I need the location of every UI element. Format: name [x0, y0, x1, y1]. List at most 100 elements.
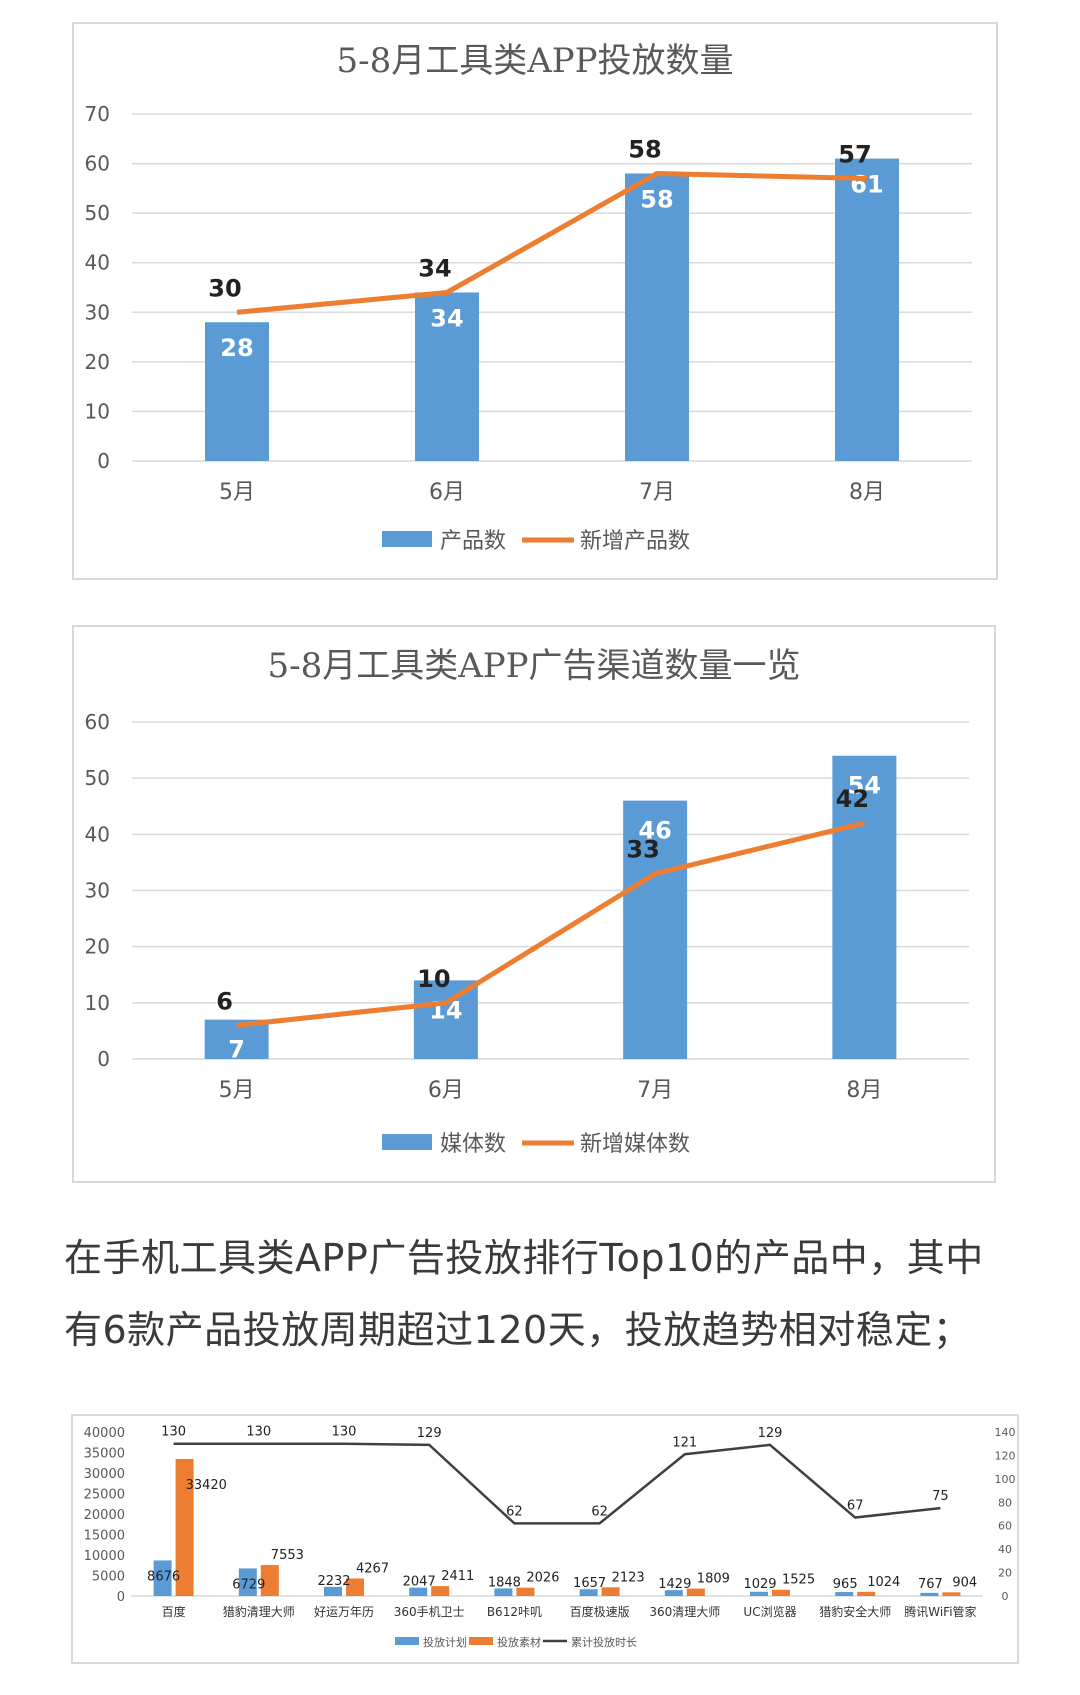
x-tick-label: UC浏览器 — [743, 1604, 796, 1619]
x-tick-label: 5月 — [219, 480, 255, 505]
caption-text: 在手机工具类APP广告投放排行Top10的产品中，其中 有6款产品投放周期超过1… — [64, 1222, 1024, 1366]
bar-material — [260, 1565, 279, 1596]
chart-product-count: 5-8月工具类APP投放数量 0 10 20 30 40 50 60 70 28 5月 34 6月 58 7… — [72, 22, 998, 580]
bar-plan — [324, 1586, 342, 1596]
line-value-label: 129 — [417, 1426, 442, 1441]
bar-material — [601, 1587, 620, 1596]
y-tick-label: 50 — [85, 766, 110, 790]
bar-plan — [494, 1588, 513, 1596]
bar — [623, 800, 688, 1059]
line-value-label: 121 — [672, 1435, 697, 1450]
y-tick-label: 0 — [97, 1047, 110, 1071]
legend-plan-swatch — [395, 1637, 419, 1645]
y-tick-label: 20000 — [84, 1508, 125, 1523]
bar-plan — [664, 1590, 683, 1596]
y2-tick-label: 80 — [998, 1496, 1012, 1509]
line-value-label: 10 — [417, 965, 450, 993]
x-tick-label: 7月 — [637, 1078, 673, 1103]
y-tick-label: 40 — [85, 822, 110, 846]
chart-title: 5-8月工具类APP广告渠道数量一览 — [267, 646, 800, 686]
line-value-label: 129 — [758, 1426, 783, 1441]
x-tick-label: 好运万年历 — [314, 1605, 374, 1619]
x-tick-label: 腾讯WiFi管家 — [904, 1604, 976, 1619]
bar — [204, 1019, 269, 1059]
bar-value-label: 7553 — [271, 1548, 304, 1563]
y2-tick-label: 20 — [998, 1567, 1012, 1580]
bar-material — [857, 1591, 876, 1596]
x-tick-label: 5月 — [219, 1078, 255, 1103]
legend-bar-swatch — [382, 1134, 432, 1150]
bar — [413, 980, 478, 1059]
x-tick-label: 百度 — [162, 1604, 186, 1619]
legend-label: 新增媒体数 — [580, 1132, 690, 1157]
line-value-label: 130 — [161, 1425, 186, 1440]
bar-plan — [238, 1568, 257, 1596]
bar-value-label: 2411 — [441, 1569, 474, 1584]
bar-value-label: 33420 — [186, 1478, 227, 1493]
legend-label: 媒体数 — [440, 1132, 506, 1157]
bar-plan — [920, 1592, 939, 1596]
y-tick-label: 0 — [97, 449, 110, 473]
legend-label: 投放素材 — [497, 1635, 541, 1649]
line-value-label: 57 — [838, 140, 871, 168]
y-tick-label: 10 — [85, 399, 110, 423]
bar-value-label: 34 — [430, 304, 463, 332]
y-tick-label: 50 — [85, 201, 110, 225]
y2-tick-label: 100 — [995, 1473, 1016, 1486]
bar — [835, 158, 899, 461]
bar-value-label: 965 — [833, 1577, 858, 1592]
bar-value-label: 1848 — [488, 1575, 521, 1590]
y2-tick-label: 60 — [998, 1520, 1012, 1533]
chart-media-count: 5-8月工具类APP广告渠道数量一览 0 10 20 30 40 50 60 7 5月 14 6月 46… — [72, 625, 996, 1183]
bar-value-label: 2047 — [403, 1575, 436, 1590]
bar-plan — [835, 1592, 854, 1596]
bar — [205, 322, 269, 461]
line-value-label: 42 — [836, 785, 869, 813]
bar-value-label: 54 — [848, 772, 881, 800]
bar-value-label: 46 — [638, 817, 671, 845]
bar-value-label: 1429 — [658, 1577, 691, 1592]
y-tick-label: 60 — [85, 152, 110, 176]
bar-value-label: 61 — [850, 171, 883, 199]
line-value-label: 67 — [847, 1499, 864, 1514]
x-tick-label: 猎豹安全大师 — [819, 1604, 891, 1619]
x-tick-label: 7月 — [639, 480, 675, 505]
legend-material-swatch — [469, 1637, 493, 1645]
bar-value-label: 1024 — [867, 1575, 900, 1590]
bar-value-label: 767 — [918, 1577, 943, 1592]
series-line — [173, 1442, 941, 1525]
x-tick-label: 360清理大师 — [649, 1605, 720, 1619]
line-value-label: 130 — [332, 1425, 357, 1440]
bar — [832, 755, 897, 1059]
y-tick-label: 5000 — [92, 1570, 125, 1585]
bar-material — [942, 1592, 961, 1596]
bar-plan — [579, 1589, 598, 1596]
series-line — [236, 820, 865, 1028]
y-tick-label: 20 — [85, 935, 110, 959]
bar-value-label: 1809 — [697, 1572, 730, 1587]
line-value-label: 30 — [208, 274, 241, 302]
line-value-label: 62 — [506, 1504, 523, 1519]
caption-line-1: 在手机工具类APP广告投放排行Top10的产品中，其中 — [64, 1236, 984, 1280]
y2-tick-label: 120 — [995, 1449, 1016, 1462]
line-value-label: 130 — [246, 1425, 271, 1440]
line-value-label: 34 — [418, 254, 451, 282]
chart-top10-ads: 0 5000 10000 15000 20000 25000 30000 35000 40000… — [71, 1414, 1019, 1664]
legend-label: 新增产品数 — [580, 529, 690, 554]
y-tick-label: 25000 — [84, 1488, 125, 1503]
y-tick-label: 35000 — [84, 1447, 125, 1462]
bar-value-label: 58 — [640, 185, 673, 213]
line-value-label: 75 — [932, 1489, 949, 1504]
bar-plan — [750, 1591, 768, 1596]
bar-material — [516, 1587, 535, 1596]
bar-material — [346, 1578, 364, 1596]
bar-value-label: 6729 — [232, 1577, 265, 1592]
bar-value-label: 2026 — [526, 1571, 559, 1586]
bar-plan — [409, 1587, 428, 1596]
chart-title: 5-8月工具类APP投放数量 — [336, 41, 733, 81]
legend-bar-swatch — [382, 531, 432, 547]
x-tick-label: 6月 — [428, 1078, 464, 1103]
x-tick-label: 8月 — [849, 480, 885, 505]
y-tick-label: 30 — [85, 300, 110, 324]
bar — [625, 173, 689, 461]
